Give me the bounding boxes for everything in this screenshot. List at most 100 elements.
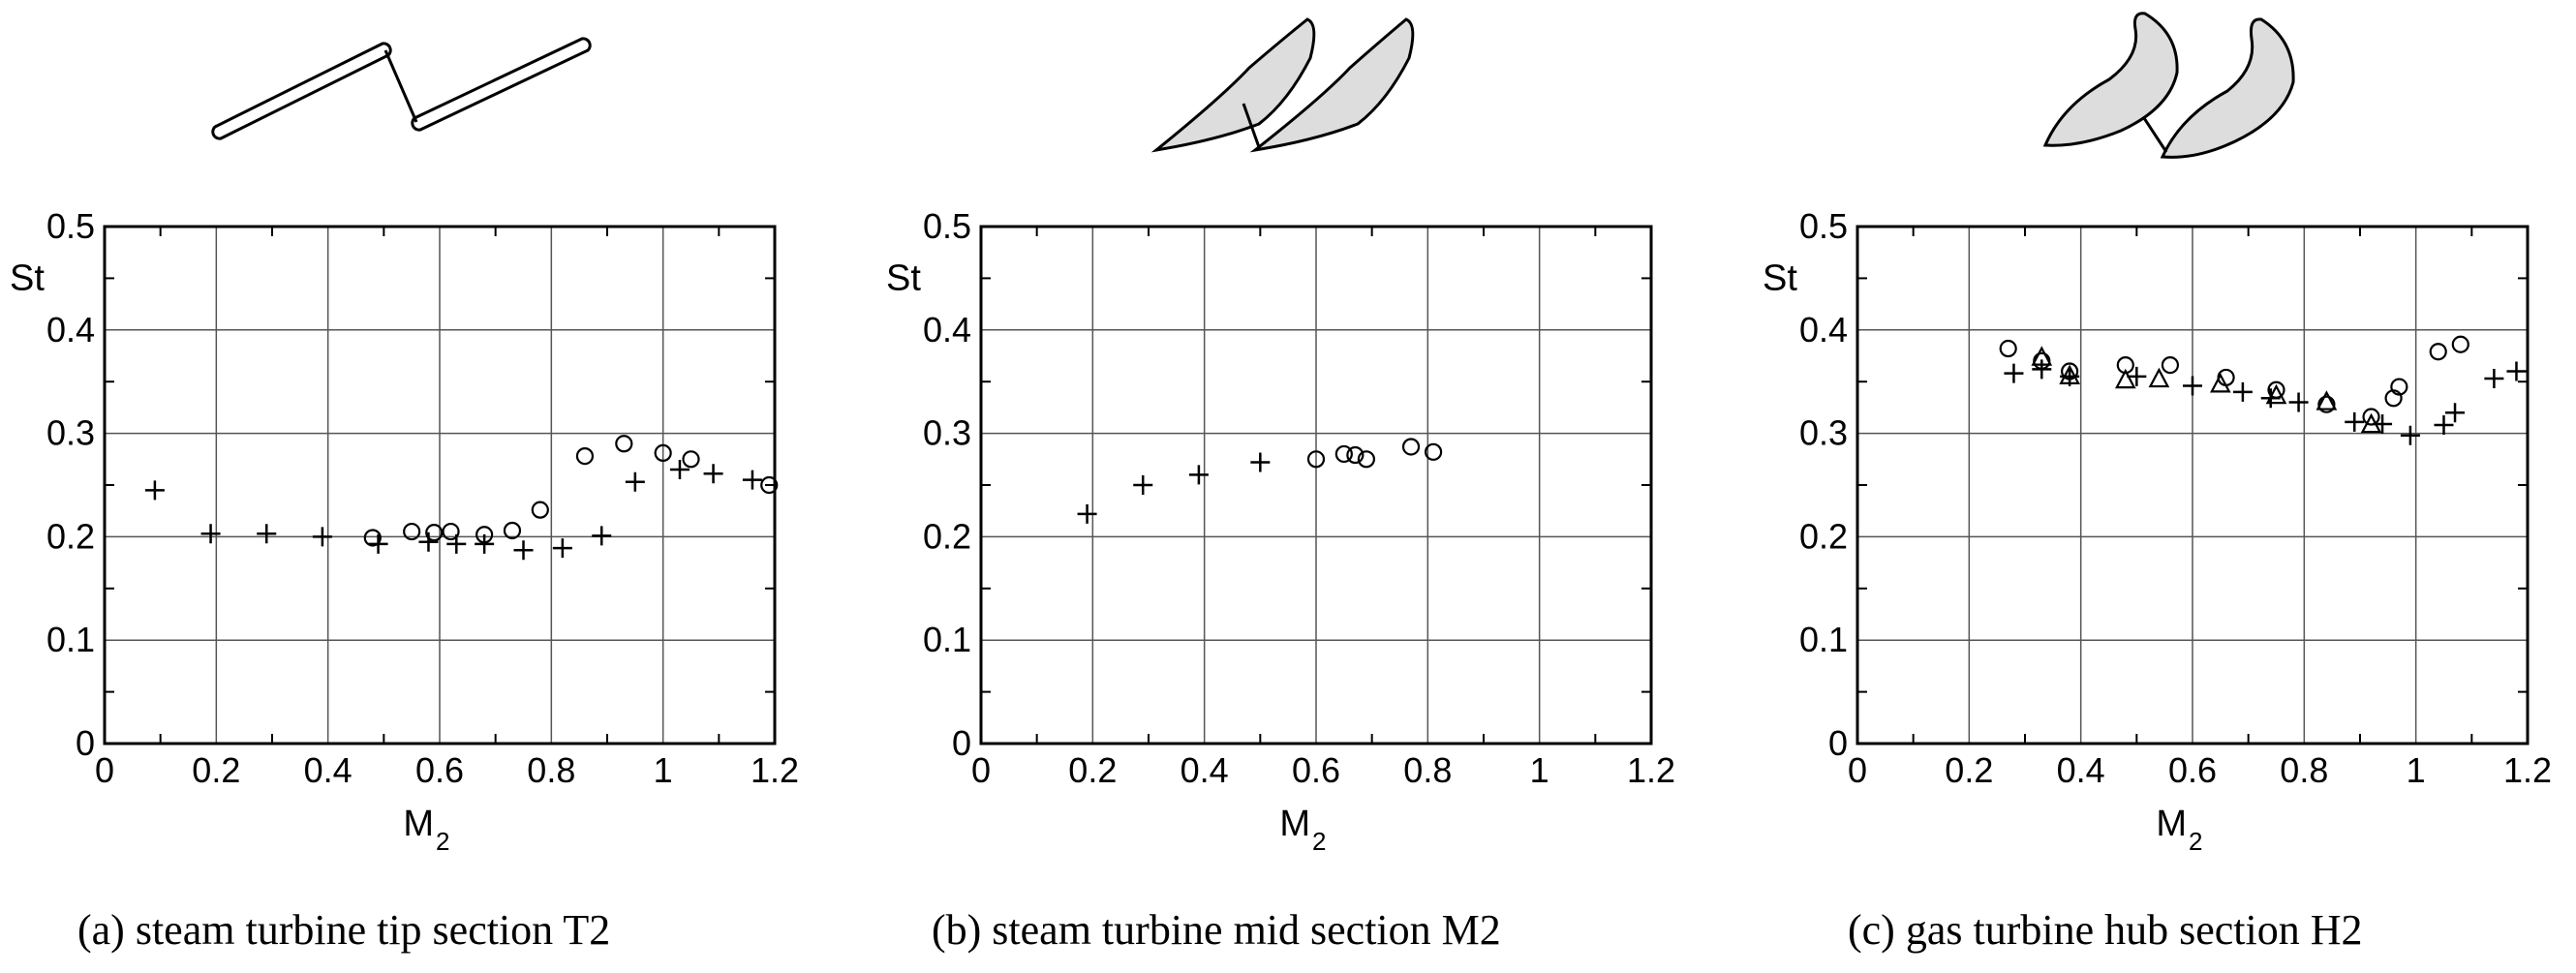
y-axis-label: St bbox=[886, 258, 921, 298]
data-point-triangle bbox=[2114, 368, 2136, 389]
data-point-plus bbox=[418, 532, 439, 552]
data-point-circle bbox=[2390, 378, 2408, 396]
data-point-plus bbox=[2445, 403, 2466, 423]
data-point-circle bbox=[1306, 450, 1326, 469]
data-point-plus bbox=[2434, 415, 2454, 436]
data-point-triangle bbox=[2265, 383, 2287, 405]
y-tick-label: 0.4 bbox=[46, 310, 95, 350]
y-axis-label: St bbox=[10, 258, 45, 298]
data-point-plus bbox=[144, 480, 165, 501]
data-point-plus bbox=[2506, 361, 2527, 381]
data-point-plus bbox=[2183, 376, 2202, 396]
x-tick-label: 0.2 bbox=[1068, 750, 1117, 790]
data-point-circle bbox=[2317, 395, 2336, 413]
x-tick-label: 0.4 bbox=[2057, 750, 2105, 790]
y-tick-label: 0.3 bbox=[1799, 413, 1848, 453]
x-tick-label: 0 bbox=[971, 750, 991, 790]
x-tick-label: 0.6 bbox=[1292, 750, 1340, 790]
x-tick-label: 0.8 bbox=[2280, 750, 2328, 790]
y-tick-label: 0.1 bbox=[923, 620, 971, 659]
data-point-triangle bbox=[2059, 364, 2080, 384]
data-point-plus bbox=[552, 538, 572, 559]
y-tick-label: 0.1 bbox=[1799, 620, 1848, 659]
y-tick-label: 0.5 bbox=[1799, 206, 1848, 246]
data-point-plus bbox=[1188, 465, 1209, 485]
caption-a: (a) steam turbine tip section T2 bbox=[77, 906, 611, 954]
data-point-plus bbox=[2288, 392, 2309, 412]
y-tick-label: 0.1 bbox=[46, 620, 95, 659]
x-axis-label: M bbox=[2156, 804, 2187, 844]
plot-frame bbox=[979, 225, 1653, 745]
data-point-plus bbox=[2004, 363, 2024, 383]
chart-mid-section: 0 0.2 0.4 0.6 0.8 1 1.2 0 0.1 0.2 0.3 0.4 0.5St M 2 bbox=[886, 206, 1675, 856]
cascade-sketch-hub bbox=[2042, 12, 2295, 159]
data-point-circle bbox=[682, 450, 700, 469]
y-axis-label: St bbox=[1763, 258, 1797, 298]
x-tick-label: 0.6 bbox=[2168, 750, 2217, 790]
data-point-circle bbox=[2161, 356, 2180, 375]
data-point-circle bbox=[2362, 408, 2380, 426]
data-point-circle bbox=[575, 446, 595, 466]
data-point-circle bbox=[503, 521, 522, 540]
y-tick-label: 0 bbox=[1828, 723, 1848, 763]
data-point-plus bbox=[669, 459, 690, 479]
plot-frame bbox=[1855, 225, 2530, 745]
x-axis-label-subscript: 2 bbox=[2189, 827, 2202, 856]
cascade-sketch-tip bbox=[211, 37, 592, 140]
caption-c: (c) gas turbine hub section H2 bbox=[1848, 906, 2363, 954]
x-axis-label-subscript: 2 bbox=[1312, 827, 1326, 856]
data-point-plus bbox=[2232, 381, 2253, 402]
data-point-plus bbox=[2400, 425, 2420, 445]
data-point-circle bbox=[2061, 362, 2079, 380]
x-tick-label: 1 bbox=[2407, 750, 2426, 790]
data-point-plus bbox=[513, 540, 534, 561]
data-point-triangle bbox=[2210, 373, 2231, 393]
x-tick-label: 0 bbox=[1848, 750, 1867, 790]
y-tick-label: 0 bbox=[76, 723, 95, 763]
data-point-plus bbox=[2127, 366, 2147, 386]
x-axis-label: M bbox=[403, 804, 434, 844]
data-point-plus bbox=[475, 533, 495, 554]
x-tick-label: 0.2 bbox=[192, 750, 240, 790]
y-tick-label: 0.3 bbox=[46, 413, 95, 453]
y-tick-label: 0.4 bbox=[923, 310, 971, 350]
data-point-circle bbox=[1424, 442, 1443, 461]
data-point-circle bbox=[1334, 444, 1353, 464]
data-point-plus bbox=[742, 470, 762, 490]
x-tick-label: 1.2 bbox=[751, 750, 799, 790]
data-point-triangle bbox=[2031, 346, 2053, 366]
data-point-circle bbox=[363, 529, 382, 547]
data-point-circle bbox=[475, 526, 494, 544]
data-point-plus bbox=[1133, 475, 1153, 495]
data-point-circle bbox=[2267, 380, 2285, 399]
data-point-triangle bbox=[2148, 367, 2170, 388]
x-tick-label: 0.4 bbox=[1181, 750, 1229, 790]
y-tick-label: 0.2 bbox=[46, 516, 95, 556]
data-point-circle bbox=[403, 522, 421, 541]
data-point-circle bbox=[2451, 335, 2469, 353]
x-tick-label: 0.2 bbox=[1945, 750, 1993, 790]
data-point-circle bbox=[425, 524, 444, 542]
y-tick-label: 0.5 bbox=[923, 206, 971, 246]
y-tick-label: 0.3 bbox=[923, 413, 971, 453]
data-point-circle bbox=[1346, 445, 1365, 465]
data-point-plus bbox=[625, 471, 645, 492]
data-point-plus bbox=[1077, 503, 1097, 524]
data-point-circle bbox=[1357, 450, 1376, 469]
data-point-circle bbox=[615, 435, 633, 453]
y-tick-label: 0.4 bbox=[1799, 310, 1848, 350]
data-point-plus bbox=[200, 524, 221, 544]
plot-frame bbox=[103, 225, 777, 745]
y-tick-label: 0.2 bbox=[1799, 516, 1848, 556]
data-point-circle bbox=[442, 522, 460, 541]
data-point-plus bbox=[312, 527, 332, 547]
data-point-circle bbox=[1999, 339, 2017, 358]
data-point-plus bbox=[1250, 452, 1271, 472]
x-tick-label: 0 bbox=[95, 750, 114, 790]
data-point-triangle bbox=[2315, 390, 2338, 410]
chart-tip-section: 0 0.2 0.4 0.6 0.8 1 1.2 0 0.1 0.2 0.3 0.4 0.5St M 2 bbox=[10, 206, 799, 856]
chart-hub-section: 0 0.2 0.4 0.6 0.8 1 1.2 0 0.1 0.2 0.3 0.4 0.5St M 2 bbox=[1763, 206, 2552, 856]
y-tick-label: 0.5 bbox=[46, 206, 95, 246]
data-point-circle bbox=[2429, 343, 2447, 361]
